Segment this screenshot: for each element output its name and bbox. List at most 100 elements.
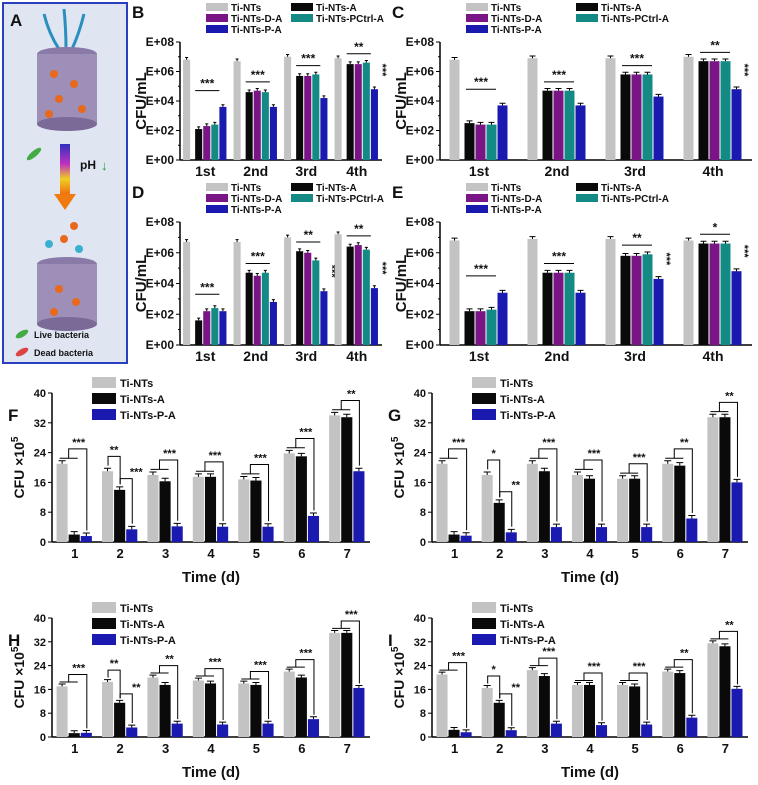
y-tick-label: 24 bbox=[34, 448, 47, 460]
bar-ti-nts bbox=[481, 687, 493, 737]
y-tick-label: 16 bbox=[34, 477, 46, 489]
error-bar bbox=[540, 673, 548, 677]
bar-ti-nts-p-a bbox=[370, 288, 378, 345]
bar-ti-nts-p-a bbox=[353, 687, 365, 737]
bar-ti-nts bbox=[617, 684, 629, 737]
error-bar bbox=[103, 467, 112, 472]
error-bar bbox=[555, 87, 562, 91]
error-bar bbox=[255, 87, 259, 91]
error-bar bbox=[507, 528, 515, 533]
legend-swatch bbox=[92, 618, 116, 629]
error-bar bbox=[298, 248, 302, 252]
bar-ti-nts-a bbox=[698, 243, 709, 345]
error-bar bbox=[733, 478, 741, 483]
error-bar bbox=[622, 253, 629, 256]
x-tick-label: 4 bbox=[207, 546, 215, 561]
error-bar bbox=[688, 714, 696, 718]
y-tick-label: 16 bbox=[414, 684, 426, 696]
error-bar bbox=[149, 674, 157, 678]
error-bar bbox=[676, 670, 684, 674]
significance-label: *** bbox=[345, 609, 359, 621]
error-bar bbox=[499, 289, 506, 293]
error-bar bbox=[128, 724, 136, 728]
bar-ti-nts-a bbox=[620, 255, 631, 345]
panel-letter-a: A bbox=[10, 11, 22, 30]
y-tick-label: 0 bbox=[40, 732, 46, 744]
error-bar bbox=[298, 73, 302, 76]
significance-label: *** bbox=[251, 250, 265, 264]
bar-ti-nts-a bbox=[250, 480, 262, 542]
bar-ti-nts-a bbox=[68, 534, 80, 542]
legend-label: Ti-NTs-PCtrl-A bbox=[601, 194, 669, 205]
bar-ti-nts-a bbox=[346, 64, 354, 160]
y-tick-label: 32 bbox=[414, 637, 426, 649]
x-tick-label: 1st bbox=[195, 163, 216, 179]
error-bar bbox=[372, 285, 376, 289]
y-tick-label: E+04 bbox=[146, 277, 175, 291]
error-bar bbox=[438, 460, 446, 464]
bar-ti-nts-a bbox=[583, 478, 596, 542]
vertical-significance-label: *** bbox=[660, 252, 672, 266]
bar-ti-nts bbox=[526, 670, 538, 737]
x-tick-label: 4th bbox=[703, 348, 724, 364]
significance-bracket bbox=[439, 448, 468, 531]
error-bar bbox=[309, 512, 318, 516]
error-bar bbox=[622, 71, 629, 75]
x-tick-label: 1 bbox=[451, 741, 458, 756]
bar-ti-nts-p-a bbox=[217, 526, 229, 542]
legend-label: Ti-NTs bbox=[231, 3, 262, 14]
x-tick-label: 5 bbox=[253, 741, 260, 756]
y-axis-label-exponent: 5 bbox=[390, 436, 401, 442]
y-tick-label: 40 bbox=[34, 613, 46, 625]
y-tick-label: E+02 bbox=[146, 124, 175, 138]
bar-ti-nts-a bbox=[448, 729, 460, 737]
panel-letter: G bbox=[388, 406, 401, 425]
significance-label: *** bbox=[163, 448, 177, 460]
error-bar bbox=[194, 677, 202, 681]
legend-swatch bbox=[466, 25, 488, 33]
error-bar bbox=[240, 475, 248, 480]
vertical-significance-label: *** bbox=[325, 265, 337, 279]
significance-bracket bbox=[499, 693, 513, 726]
bar-ti-nts-a bbox=[719, 417, 731, 542]
x-tick-label: 1st bbox=[195, 348, 216, 364]
significance-label: *** bbox=[200, 77, 214, 91]
bar-ti-nts-d-a bbox=[304, 252, 312, 345]
bar-ti-nts-d-a bbox=[253, 90, 261, 160]
bar-ti-nts bbox=[284, 237, 292, 345]
y-axis-label: CFU/mL bbox=[393, 255, 410, 313]
chart-F: F 0 8 16 24 32 40 CFU ×105 Time (d) 1 *** 2 ** *** 3 **… bbox=[0, 365, 380, 590]
error-bar bbox=[499, 102, 506, 106]
error-bar bbox=[263, 269, 267, 273]
error-bar bbox=[451, 237, 458, 241]
error-bar bbox=[331, 629, 339, 633]
significance-label: ** bbox=[511, 480, 520, 492]
bar-ti-nts-a bbox=[195, 129, 203, 160]
significance-bracket bbox=[487, 459, 501, 498]
x-tick-label: 6 bbox=[298, 741, 305, 756]
legend-label: Ti-NTs-P-A bbox=[120, 635, 176, 647]
error-bar bbox=[495, 499, 503, 503]
error-bar bbox=[285, 449, 293, 454]
error-bar bbox=[247, 89, 251, 93]
error-bar bbox=[185, 56, 189, 60]
bar-ti-nts bbox=[283, 671, 295, 737]
bar-ti-nts-p-a bbox=[641, 527, 653, 542]
error-bar bbox=[619, 682, 627, 685]
bar-ti-nts-p-a bbox=[497, 292, 508, 345]
bar-ti-nts bbox=[283, 453, 295, 542]
bar-ti-nts-p-a bbox=[686, 518, 698, 542]
bar-ti-nts-pctrl-a bbox=[211, 308, 219, 345]
bar-ti-nts-p-a bbox=[219, 311, 227, 345]
error-bar bbox=[507, 727, 515, 731]
y-tick-label: 24 bbox=[414, 448, 427, 460]
x-tick-label: 7 bbox=[344, 546, 351, 561]
y-tick-label: 40 bbox=[414, 613, 426, 625]
bar-ti-nts-pctrl-a bbox=[312, 74, 320, 160]
x-tick-label: 2 bbox=[496, 546, 503, 561]
error-bar bbox=[566, 87, 573, 91]
error-bar bbox=[685, 237, 692, 241]
error-bar bbox=[173, 522, 181, 527]
error-bar bbox=[309, 716, 318, 720]
chart-svg: C E+00 E+02 E+04 E+06 E+08 CFU/mL 1st *** 2nd *** 3… bbox=[392, 3, 752, 179]
